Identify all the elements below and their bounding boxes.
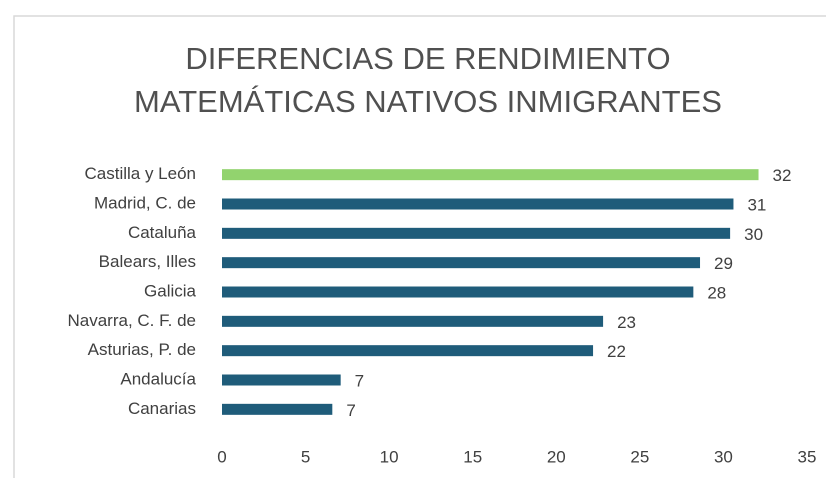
data-label: 23 — [617, 313, 636, 332]
y-tick-label: Navarra, C. F. de — [68, 311, 197, 330]
bar — [222, 286, 694, 298]
y-tick-label: Galicia — [144, 281, 197, 300]
y-tick-label: Castilla y León — [84, 164, 196, 183]
x-tick-label: 20 — [547, 447, 566, 466]
x-tick-label: 25 — [630, 447, 649, 466]
chart-title: DIFERENCIAS DE RENDIMIENTO — [185, 41, 670, 76]
bar — [222, 198, 734, 210]
y-tick-label: Cataluña — [128, 223, 197, 242]
x-tick-label: 0 — [217, 447, 226, 466]
bar — [222, 169, 759, 181]
data-label: 7 — [355, 371, 364, 390]
bar — [222, 403, 333, 415]
data-label: 28 — [707, 283, 726, 302]
x-tick-label: 15 — [463, 447, 482, 466]
bar — [222, 227, 731, 239]
y-tick-label: Asturias, P. de — [88, 340, 196, 359]
data-label: 30 — [744, 225, 763, 244]
chart-border — [13, 15, 826, 478]
bar — [222, 374, 341, 386]
y-tick-label: Madrid, C. de — [94, 193, 196, 212]
data-label: 22 — [607, 342, 626, 361]
y-tick-label: Balears, Illes — [99, 252, 196, 271]
bar — [222, 345, 594, 357]
chart-title: MATEMÁTICAS NATIVOS INMIGRANTES — [134, 84, 722, 119]
data-label: 29 — [714, 254, 733, 273]
data-label: 32 — [773, 166, 792, 185]
y-tick-label: Andalucía — [120, 369, 196, 388]
x-tick-label: 30 — [714, 447, 733, 466]
x-tick-label: 5 — [301, 447, 310, 466]
data-label: 31 — [747, 195, 766, 214]
bar — [222, 257, 701, 269]
y-tick-label: Canarias — [128, 399, 196, 418]
bar — [222, 315, 604, 327]
x-tick-label: 10 — [380, 447, 399, 466]
x-tick-label: 35 — [798, 447, 817, 466]
data-label: 7 — [346, 401, 355, 420]
